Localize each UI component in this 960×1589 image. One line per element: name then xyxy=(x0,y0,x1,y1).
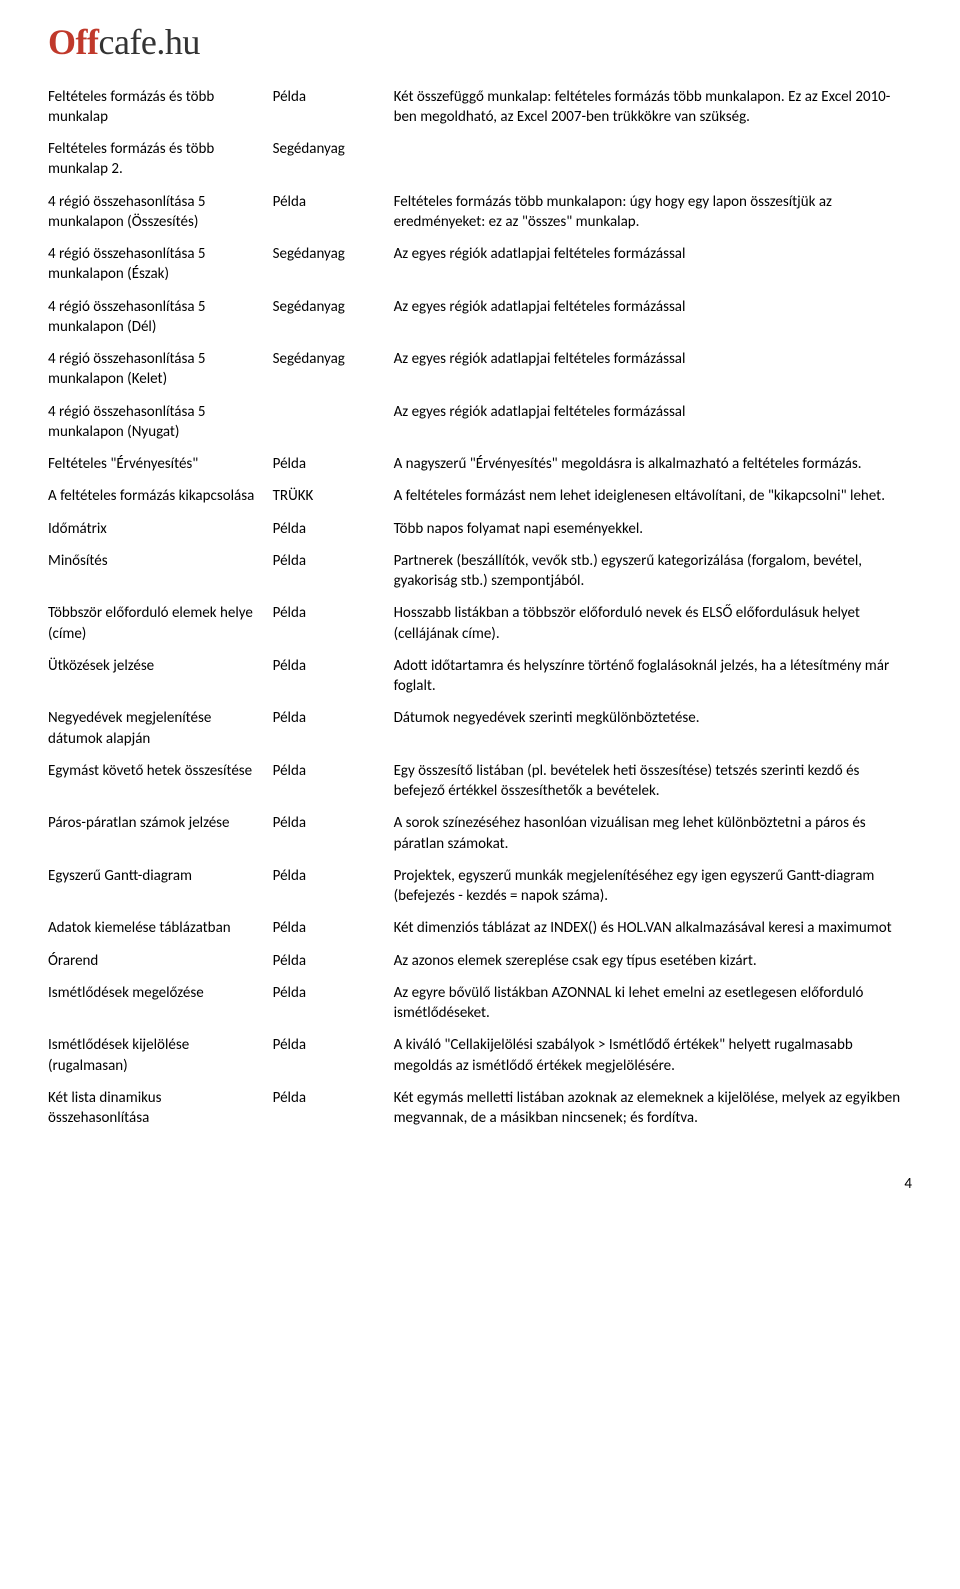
row-description: Hosszabb listákban a többször előforduló… xyxy=(394,597,912,650)
row-name: Egymást követő hetek összesítése xyxy=(48,755,273,808)
row-type xyxy=(273,396,394,449)
examples-table: Feltételes formázás és több munkalapPéld… xyxy=(48,81,912,1135)
row-description: Feltételes formázás több munkalapon: úgy… xyxy=(394,186,912,239)
row-type: Példa xyxy=(273,977,394,1030)
row-type: Példa xyxy=(273,513,394,545)
row-name: Időmátrix xyxy=(48,513,273,545)
row-description: Egy összesítő listában (pl. bevételek he… xyxy=(394,755,912,808)
row-type: Segédanyag xyxy=(273,291,394,344)
row-type: Példa xyxy=(273,912,394,944)
row-name: Két lista dinamikus összehasonlítása xyxy=(48,1082,273,1135)
row-type: Példa xyxy=(273,945,394,977)
row-description: Az egyes régiók adatlapjai feltételes fo… xyxy=(394,396,912,449)
row-type: Példa xyxy=(273,755,394,808)
row-type: Példa xyxy=(273,807,394,860)
row-description: Az egyre bővülő listákban AZONNAL ki leh… xyxy=(394,977,912,1030)
table-row: 4 régió összehasonlítása 5 munkalapon (Ö… xyxy=(48,186,912,239)
table-row: Feltételes "Érvényesítés"PéldaA nagyszer… xyxy=(48,448,912,480)
row-description: Adott időtartamra és helyszínre történő … xyxy=(394,650,912,703)
row-description: Két összefüggő munkalap: feltételes form… xyxy=(394,81,912,134)
table-row: Egymást követő hetek összesítésePéldaEgy… xyxy=(48,755,912,808)
table-row: Feltételes formázás és több munkalapPéld… xyxy=(48,81,912,134)
row-type: Segédanyag xyxy=(273,238,394,291)
row-description: Projektek, egyszerű munkák megjelenítésé… xyxy=(394,860,912,913)
table-row: 4 régió összehasonlítása 5 munkalapon (K… xyxy=(48,343,912,396)
row-name: 4 régió összehasonlítása 5 munkalapon (Ö… xyxy=(48,186,273,239)
table-row: IdőmátrixPéldaTöbb napos folyamat napi e… xyxy=(48,513,912,545)
row-description xyxy=(394,133,912,186)
table-row: Feltételes formázás és több munkalap 2.S… xyxy=(48,133,912,186)
row-description: Partnerek (beszállítók, vevők stb.) egys… xyxy=(394,545,912,598)
row-description: Dátumok negyedévek szerinti megkülönbözt… xyxy=(394,702,912,755)
row-type: Segédanyag xyxy=(273,133,394,186)
row-name: 4 régió összehasonlítása 5 munkalapon (K… xyxy=(48,343,273,396)
row-type: Példa xyxy=(273,860,394,913)
table-row: Ismétlődések megelőzésePéldaAz egyre bőv… xyxy=(48,977,912,1030)
row-description: A sorok színezéséhez hasonlóan vizuálisa… xyxy=(394,807,912,860)
row-name: Órarend xyxy=(48,945,273,977)
row-name: 4 régió összehasonlítása 5 munkalapon (D… xyxy=(48,291,273,344)
row-type: TRÜKK xyxy=(273,480,394,512)
table-row: Többször előforduló elemek helye (címe)P… xyxy=(48,597,912,650)
row-type: Példa xyxy=(273,1082,394,1135)
row-description: Az egyes régiók adatlapjai feltételes fo… xyxy=(394,343,912,396)
row-type: Példa xyxy=(273,1029,394,1082)
table-row: 4 régió összehasonlítása 5 munkalapon (N… xyxy=(48,396,912,449)
row-name: Ismétlődések megelőzése xyxy=(48,977,273,1030)
row-description: A kiváló "Cellakijelölési szabályok > Is… xyxy=(394,1029,912,1082)
table-row: Ismétlődések kijelölése (rugalmasan)Péld… xyxy=(48,1029,912,1082)
row-type: Példa xyxy=(273,448,394,480)
row-description: A nagyszerű "Érvényesítés" megoldásra is… xyxy=(394,448,912,480)
row-name: Egyszerű Gantt-diagram xyxy=(48,860,273,913)
table-row: Páros-páratlan számok jelzésePéldaA soro… xyxy=(48,807,912,860)
row-type: Példa xyxy=(273,81,394,134)
row-name: A feltételes formázás kikapcsolása xyxy=(48,480,273,512)
table-row: MinősítésPéldaPartnerek (beszállítók, ve… xyxy=(48,545,912,598)
row-description: Az egyes régiók adatlapjai feltételes fo… xyxy=(394,238,912,291)
logo-cafe: cafe xyxy=(98,22,156,62)
row-type: Példa xyxy=(273,186,394,239)
row-name: Páros-páratlan számok jelzése xyxy=(48,807,273,860)
table-row: 4 régió összehasonlítása 5 munkalapon (É… xyxy=(48,238,912,291)
table-row: Negyedévek megjelenítése dátumok alapján… xyxy=(48,702,912,755)
row-description: Két egymás melletti listában azoknak az … xyxy=(394,1082,912,1135)
row-type: Példa xyxy=(273,650,394,703)
row-description: Az egyes régiók adatlapjai feltételes fo… xyxy=(394,291,912,344)
row-description: Több napos folyamat napi eseményekkel. xyxy=(394,513,912,545)
row-description: Két dimenziós táblázat az INDEX() és HOL… xyxy=(394,912,912,944)
table-row: Egyszerű Gantt-diagramPéldaProjektek, eg… xyxy=(48,860,912,913)
logo-off: Off xyxy=(48,22,98,62)
row-description: Az azonos elemek szereplése csak egy típ… xyxy=(394,945,912,977)
row-name: Feltételes formázás és több munkalap 2. xyxy=(48,133,273,186)
row-type: Példa xyxy=(273,597,394,650)
table-row: Adatok kiemelése táblázatbanPéldaKét dim… xyxy=(48,912,912,944)
row-type: Segédanyag xyxy=(273,343,394,396)
row-name: Negyedévek megjelenítése dátumok alapján xyxy=(48,702,273,755)
site-logo: Offcafe.hu xyxy=(48,18,912,67)
row-name: Többször előforduló elemek helye (címe) xyxy=(48,597,273,650)
row-name: Minősítés xyxy=(48,545,273,598)
table-row: Ütközések jelzésePéldaAdott időtartamra … xyxy=(48,650,912,703)
row-name: Ütközések jelzése xyxy=(48,650,273,703)
row-type: Példa xyxy=(273,545,394,598)
page-number: 4 xyxy=(48,1174,912,1194)
row-type: Példa xyxy=(273,702,394,755)
table-row: ÓrarendPéldaAz azonos elemek szereplése … xyxy=(48,945,912,977)
row-name: Feltételes "Érvényesítés" xyxy=(48,448,273,480)
row-name: Ismétlődések kijelölése (rugalmasan) xyxy=(48,1029,273,1082)
row-name: 4 régió összehasonlítása 5 munkalapon (É… xyxy=(48,238,273,291)
row-name: Feltételes formázás és több munkalap xyxy=(48,81,273,134)
table-row: 4 régió összehasonlítása 5 munkalapon (D… xyxy=(48,291,912,344)
row-name: Adatok kiemelése táblázatban xyxy=(48,912,273,944)
table-row: Két lista dinamikus összehasonlításaPéld… xyxy=(48,1082,912,1135)
table-row: A feltételes formázás kikapcsolásaTRÜKKA… xyxy=(48,480,912,512)
logo-hu: .hu xyxy=(156,22,200,62)
row-name: 4 régió összehasonlítása 5 munkalapon (N… xyxy=(48,396,273,449)
row-description: A feltételes formázást nem lehet ideigle… xyxy=(394,480,912,512)
